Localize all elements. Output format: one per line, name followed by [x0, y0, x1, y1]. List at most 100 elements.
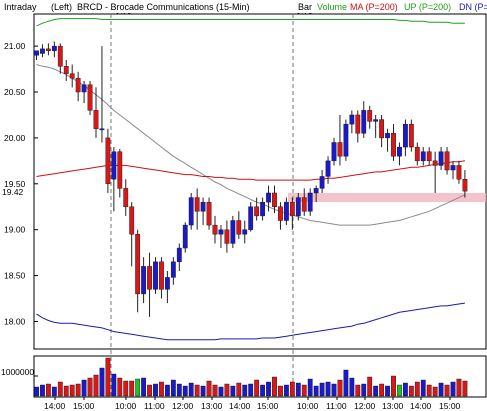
interval-label: Intraday — [4, 2, 37, 12]
dn-band-line — [36, 302, 465, 341]
volume-bar — [93, 374, 99, 397]
legend-volume: Volume — [317, 2, 347, 12]
candle — [147, 266, 152, 290]
volume-bar — [176, 383, 182, 397]
chart-title: BRCD - Brocade Communications (15-Min) — [77, 2, 250, 12]
volume-tick-label: 1000000 — [1, 367, 34, 377]
candle — [408, 123, 414, 148]
volume-bar — [129, 380, 135, 397]
volume-bar — [408, 385, 414, 397]
volume-bar — [117, 377, 123, 397]
candle — [403, 123, 408, 148]
legend-up: UP (P=200) — [404, 2, 451, 12]
volume-bar — [403, 382, 408, 397]
volume-bar — [224, 383, 230, 397]
x-tick-label: 12:00 — [354, 401, 376, 411]
volume-bar — [284, 384, 289, 397]
candle — [51, 45, 57, 51]
candle — [284, 201, 289, 221]
volume-bar — [266, 381, 271, 397]
volume-bar — [242, 384, 248, 397]
candle — [444, 151, 450, 171]
volume-bar — [51, 386, 57, 397]
candle — [420, 151, 426, 162]
candle — [129, 206, 135, 235]
volume-bar — [218, 386, 224, 397]
candle — [289, 201, 295, 217]
x-tick-label: 13:00 — [382, 401, 404, 411]
volume-bar — [75, 383, 81, 397]
volume-bar — [319, 382, 325, 397]
candle — [462, 179, 468, 192]
candle — [99, 128, 105, 131]
candle — [355, 114, 361, 134]
y-tick-label: 19.50 — [4, 179, 26, 189]
volume-bar — [69, 384, 75, 397]
candle — [337, 142, 343, 157]
volume-bar — [57, 381, 63, 397]
volume-bar — [438, 382, 444, 397]
volume-bar — [153, 383, 158, 397]
candle — [254, 206, 260, 217]
volume-bar — [426, 384, 432, 397]
candle — [81, 84, 87, 93]
candle — [391, 133, 396, 157]
volume-bar — [391, 375, 396, 397]
candle — [34, 50, 39, 56]
candle — [432, 160, 438, 166]
volume-bar — [46, 383, 51, 397]
volume-bar — [159, 381, 164, 397]
y-tick-label: 20.50 — [4, 87, 26, 97]
volume-bar — [343, 369, 349, 397]
volume-bar — [147, 384, 152, 397]
candle — [248, 206, 254, 230]
volume-bar — [278, 385, 283, 397]
candle — [170, 261, 176, 278]
candle — [57, 45, 63, 67]
volume-bar — [414, 381, 420, 397]
volume-bar — [99, 367, 105, 397]
candle — [361, 110, 367, 134]
volume-bar — [379, 383, 384, 397]
y-tick-label: 20.00 — [4, 133, 26, 143]
volume-bar — [135, 378, 141, 397]
volume-bar — [355, 384, 361, 397]
candle — [206, 201, 212, 226]
candle — [331, 142, 337, 162]
support-zone — [288, 193, 486, 202]
volume-bar — [236, 382, 242, 397]
candle — [438, 151, 444, 166]
volume-bar — [254, 379, 260, 397]
volume-bar — [34, 386, 39, 397]
candle — [117, 151, 123, 189]
candle — [230, 220, 236, 244]
candle — [105, 137, 111, 184]
x-tick-label: 11:00 — [326, 401, 347, 411]
candle — [194, 197, 200, 212]
volume-bar — [456, 378, 462, 397]
candle — [272, 192, 277, 207]
candle — [153, 261, 158, 290]
candle — [164, 277, 170, 290]
candle — [414, 146, 420, 162]
volume-bar — [349, 377, 355, 397]
volume-bar — [361, 383, 367, 397]
candle — [373, 119, 379, 122]
volume-bar — [105, 357, 111, 397]
y-tick-label: 18.00 — [4, 316, 26, 326]
candle — [212, 224, 218, 235]
current-price-label: 19.42 — [2, 187, 24, 197]
candle — [450, 165, 456, 171]
candle — [379, 119, 384, 139]
volume-bar — [462, 380, 468, 397]
side-label: (Left) — [51, 2, 72, 12]
legend-dn: DN (P= — [459, 2, 487, 12]
volume-bar — [325, 381, 331, 397]
volume-bar — [444, 384, 450, 397]
volume-bar — [450, 381, 456, 397]
x-tick-label: 12:00 — [172, 401, 194, 411]
x-tick-label: 14:00 — [229, 401, 251, 411]
candle — [397, 146, 402, 157]
legend-ma: MA (P=200) — [350, 2, 398, 12]
volume-bar — [194, 384, 200, 397]
